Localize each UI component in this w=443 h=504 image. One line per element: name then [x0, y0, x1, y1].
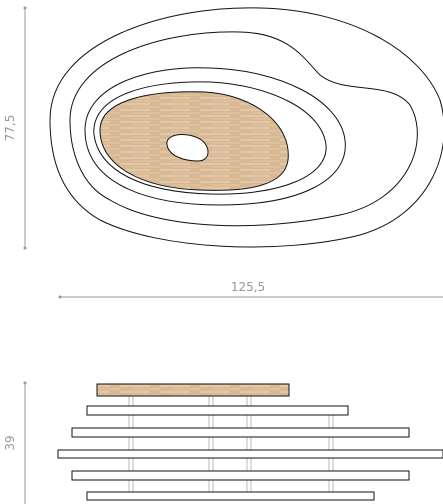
dimension-label: 77,5: [3, 115, 17, 142]
top-view: [49, 7, 443, 248]
dimension-label: 125,5: [231, 280, 265, 294]
side-height-dimension: 39: [3, 381, 27, 504]
length-dimension: 125,5: [58, 280, 443, 299]
side-view: [57, 383, 443, 501]
dimension-label: 39: [3, 435, 17, 450]
height-dimension: 77,5: [3, 6, 27, 250]
